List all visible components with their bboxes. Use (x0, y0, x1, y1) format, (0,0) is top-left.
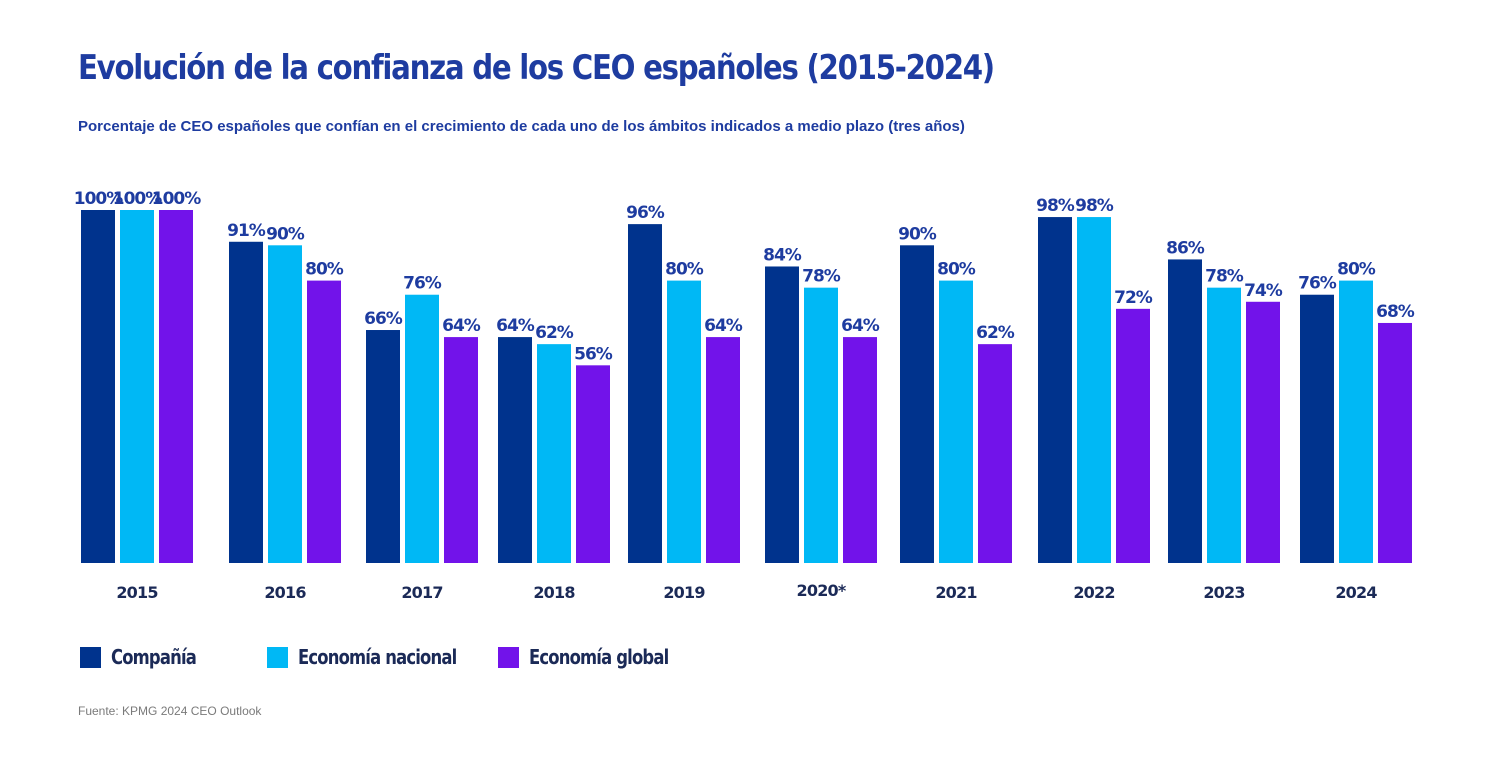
data-label-economia-nacional-2018: 62% (535, 323, 574, 343)
data-label-compania-2024: 76% (1298, 274, 1337, 294)
chart-subtitle: Porcentaje de CEO españoles que confían … (78, 118, 965, 135)
x-tick-label-2019: 2019 (663, 583, 705, 602)
legend-swatch-compania (80, 646, 101, 668)
bar-economia-nacional-2024 (1339, 280, 1373, 563)
x-tick-label-2020: 2020* (797, 581, 847, 600)
legend-label-economia-nacional: Economía nacional (298, 645, 457, 669)
bar-compania-2019 (628, 224, 662, 563)
bar-economia-nacional-2022 (1077, 217, 1111, 563)
bar-economia-global-2016 (307, 280, 341, 563)
bar-economia-global-2020 (843, 337, 877, 563)
data-label-economia-nacional-2020: 78% (802, 267, 841, 287)
data-label-compania-2021: 90% (898, 224, 937, 244)
bar-compania-2020 (765, 266, 799, 563)
bar-economia-nacional-2023 (1207, 287, 1241, 563)
x-tick-label-2021: 2021 (935, 583, 977, 602)
bar-economia-global-2021 (978, 344, 1012, 563)
data-label-economia-global-2019: 64% (704, 316, 743, 336)
data-label-economia-nacional-2015: 100% (113, 189, 162, 209)
legend-item-compania: Compañía (80, 645, 215, 669)
data-label-economia-nacional-2017: 76% (403, 274, 442, 294)
data-label-compania-2015: 100% (74, 189, 123, 209)
data-label-economia-nacional-2021: 80% (937, 260, 976, 280)
data-label-economia-global-2018: 56% (574, 344, 613, 364)
bar-compania-2024 (1300, 294, 1334, 563)
legend-swatch-economia-nacional (267, 646, 288, 668)
data-label-economia-nacional-2023: 78% (1205, 267, 1244, 287)
bar-economia-nacional-2020 (804, 287, 838, 563)
x-tick-label-2018: 2018 (533, 583, 575, 602)
data-label-economia-global-2017: 64% (442, 316, 481, 336)
legend-item-economia-global: Economía global (498, 645, 699, 669)
bar-compania-2018 (498, 337, 532, 563)
data-label-economia-global-2020: 64% (841, 316, 880, 336)
bar-economia-nacional-2019 (667, 280, 701, 563)
bar-economia-nacional-2021 (939, 280, 973, 563)
data-label-compania-2022: 98% (1036, 196, 1075, 216)
data-label-economia-nacional-2024: 80% (1337, 260, 1376, 280)
bar-economia-nacional-2018 (537, 344, 571, 563)
legend-label-compania: Compañía (111, 645, 197, 669)
data-label-compania-2016: 91% (227, 221, 266, 241)
bar-economia-global-2018 (576, 365, 610, 563)
legend-label-economia-global: Economía global (529, 645, 669, 669)
source-note: Fuente: KPMG 2024 CEO Outlook (78, 704, 262, 718)
bar-economia-global-2015 (159, 210, 193, 563)
bar-economia-global-2024 (1378, 322, 1412, 563)
x-tick-label-2017: 2017 (401, 583, 442, 602)
data-label-economia-global-2016: 80% (305, 260, 344, 280)
data-label-economia-global-2024: 68% (1376, 302, 1415, 322)
chart-legend: Compañía Economía nacional Economía glob… (80, 645, 780, 671)
x-tick-label-2024: 2024 (1335, 583, 1377, 602)
bar-economia-global-2017 (444, 337, 478, 563)
data-label-compania-2023: 86% (1166, 238, 1205, 258)
bar-economia-global-2023 (1246, 301, 1280, 563)
bar-economia-nacional-2017 (405, 294, 439, 563)
x-tick-label-2023: 2023 (1203, 583, 1244, 602)
data-label-economia-global-2015: 100% (152, 189, 201, 209)
data-label-economia-nacional-2019: 80% (665, 260, 704, 280)
data-label-economia-global-2022: 72% (1114, 288, 1153, 308)
legend-swatch-economia-global (498, 646, 519, 668)
legend-item-economia-nacional: Economía nacional (267, 645, 491, 669)
data-label-economia-nacional-2022: 98% (1075, 196, 1114, 216)
x-tick-label-2015: 2015 (116, 583, 158, 602)
data-label-economia-global-2021: 62% (976, 323, 1015, 343)
bar-economia-global-2022 (1116, 308, 1150, 563)
x-tick-label-2016: 2016 (264, 583, 306, 602)
bar-compania-2017 (366, 330, 400, 563)
data-label-compania-2020: 84% (763, 245, 802, 265)
x-tick-label-2022: 2022 (1073, 583, 1114, 602)
bar-economia-nacional-2015 (120, 210, 154, 563)
data-label-compania-2019: 96% (626, 203, 665, 223)
bar-economia-global-2019 (706, 337, 740, 563)
bar-compania-2015 (81, 210, 115, 563)
bar-compania-2023 (1168, 259, 1202, 563)
bar-economia-nacional-2016 (268, 245, 302, 564)
data-label-economia-nacional-2016: 90% (266, 224, 305, 244)
bar-compania-2016 (229, 241, 263, 563)
data-label-compania-2017: 66% (364, 309, 403, 329)
bar-compania-2021 (900, 245, 934, 564)
data-label-economia-global-2023: 74% (1244, 281, 1283, 301)
data-label-compania-2018: 64% (496, 316, 535, 336)
bar-compania-2022 (1038, 217, 1072, 563)
chart-title: Evolución de la confianza de los CEO esp… (78, 48, 995, 88)
